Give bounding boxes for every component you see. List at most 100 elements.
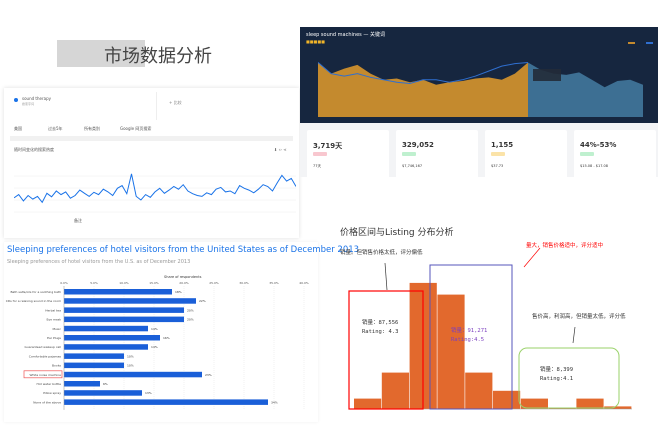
card-tag bbox=[402, 152, 416, 156]
category-label: Music bbox=[52, 327, 61, 331]
section-title: 随时间变化的搜索热度 bbox=[14, 147, 54, 152]
filter-category[interactable]: 所有类别 bbox=[84, 126, 100, 131]
google-trends-panel: sound therapy 搜索字词 + 比较 美国 过去5年 所有类别 Goo… bbox=[4, 88, 299, 238]
bar bbox=[64, 335, 160, 341]
tick-label: 10.0% bbox=[119, 281, 129, 285]
data-label: 13% bbox=[145, 391, 152, 395]
stat-card: 3,719天 77天 bbox=[307, 130, 389, 180]
filter-search-type[interactable]: Google 网页搜索 bbox=[120, 126, 152, 131]
category-label: Eye mask bbox=[46, 318, 61, 322]
filter-time[interactable]: 过去5年 bbox=[48, 126, 63, 131]
card-bottom: $7,746,167 bbox=[402, 164, 423, 168]
tick-label: 40.0% bbox=[299, 281, 309, 285]
highlight-box-right bbox=[518, 347, 620, 409]
histogram-bar bbox=[520, 398, 548, 409]
bar bbox=[64, 344, 148, 350]
bar bbox=[64, 353, 124, 359]
stat-card: 44%-53% $15.08 - $17.08 bbox=[574, 130, 656, 180]
category-label: White noise machine bbox=[29, 373, 61, 377]
bar bbox=[64, 325, 148, 332]
series-dot-icon bbox=[14, 98, 18, 102]
category-label: Guaranteed wakeup call bbox=[25, 345, 62, 349]
card-bottom: $15.08 - $17.08 bbox=[580, 164, 608, 168]
histogram-chart bbox=[348, 247, 632, 410]
data-label: 18% bbox=[175, 290, 182, 294]
data-label: 22% bbox=[199, 299, 206, 303]
slide-title: 市场数据分析 bbox=[104, 46, 212, 67]
note-right: 售价高，利润高，但销量太低，评分低 bbox=[532, 314, 626, 320]
legend-blue bbox=[646, 42, 653, 44]
card-bottom: $37.73 bbox=[491, 164, 504, 168]
highlight-box-mid bbox=[429, 264, 513, 410]
area-left bbox=[318, 62, 528, 117]
histogram-bar bbox=[381, 372, 409, 409]
data-label: 34% bbox=[271, 400, 278, 404]
dashboard-area-chart bbox=[318, 61, 643, 117]
tick-label: 30.0% bbox=[239, 281, 249, 285]
hist-title: 价格区间与Listing 分布分析 bbox=[340, 228, 454, 238]
card-value: 1,155 bbox=[491, 141, 514, 149]
data-label: 10% bbox=[127, 354, 134, 358]
divider bbox=[156, 92, 157, 120]
category-label: None of the above bbox=[33, 400, 61, 404]
histogram-bar bbox=[437, 294, 465, 409]
tick-label: 5.0% bbox=[90, 281, 98, 285]
data-label: 20% bbox=[187, 308, 194, 312]
bar bbox=[64, 316, 184, 323]
search-term[interactable]: sound therapy bbox=[22, 96, 51, 101]
card-value: 3,719天 bbox=[313, 142, 343, 150]
note-left: 销量。但销售价格太低，评分偏低 bbox=[340, 250, 423, 256]
card-tag bbox=[580, 152, 594, 156]
histogram-bar bbox=[354, 398, 382, 409]
data-label: 14% bbox=[151, 345, 158, 349]
category-label: Herbal tea bbox=[45, 308, 61, 312]
chart-subtitle: Sleeping preferences of hotel visitors f… bbox=[7, 259, 191, 265]
box-right-text: 销量：8,399 Rating:4.1 bbox=[540, 367, 574, 382]
highlight-box bbox=[23, 370, 63, 379]
histogram-bar bbox=[604, 406, 632, 409]
histogram-bar bbox=[465, 372, 493, 409]
hbar-chart: 0.0% 5.0% 10.0% 15.0% 20.0% 25.0% 30.0% 35.0% 40… bbox=[6, 281, 309, 410]
bar bbox=[64, 289, 172, 295]
category-label: Bath salts/oils for a soothing bath bbox=[10, 290, 61, 294]
dashboard-chart-area: sleep sound machines — 关键词 ■■■■■ bbox=[300, 27, 658, 123]
tick-label: 15.0% bbox=[149, 281, 159, 285]
category-label: Ear Plugs bbox=[47, 336, 61, 340]
tick-label: 20.0% bbox=[179, 281, 189, 285]
data-label: 20% bbox=[187, 318, 194, 322]
compare-button[interactable]: + 比较 bbox=[169, 100, 182, 105]
rating-stars: ■■■■■ bbox=[306, 39, 325, 44]
stat-card: 1,155 $37.73 bbox=[485, 130, 567, 180]
bar bbox=[64, 371, 202, 378]
category-label: Comfortable pajamas bbox=[29, 354, 62, 358]
card-bottom: 77天 bbox=[313, 164, 321, 168]
bar bbox=[64, 307, 184, 313]
x-axis-label: Share of respondents bbox=[164, 275, 202, 279]
highlight-box-left bbox=[348, 290, 424, 410]
bar bbox=[64, 381, 100, 387]
category-label: Hot water bottle bbox=[37, 382, 62, 386]
box-left-text: 销量：87,556 Rating: 4.3 bbox=[362, 320, 399, 335]
tick-label: 25.0% bbox=[209, 281, 219, 285]
data-label: 14% bbox=[151, 327, 158, 331]
histogram-bar bbox=[493, 390, 521, 409]
data-label: 16% bbox=[163, 336, 170, 340]
bar bbox=[64, 298, 196, 304]
price-histogram-panel: 价格区间与Listing 分布分析 销量。但销售价格太低，评分偏低 量大，销售价… bbox=[330, 215, 658, 430]
tooltip bbox=[533, 69, 561, 81]
tick-label: 0.0% bbox=[60, 281, 68, 285]
legend-orange bbox=[628, 42, 635, 44]
histogram-bar bbox=[576, 398, 604, 409]
data-label: 23% bbox=[205, 373, 212, 377]
bar bbox=[64, 362, 124, 369]
statista-chart-panel: Sleeping preferences of hotel visitors f… bbox=[4, 242, 359, 422]
note-label: 备注 bbox=[74, 218, 82, 223]
trend-line bbox=[318, 61, 529, 85]
term-subtitle: 搜索字词 bbox=[22, 102, 35, 106]
download-share-icons[interactable]: ⬇ ‹› ⋖ bbox=[274, 147, 287, 152]
card-tag bbox=[491, 152, 505, 156]
divider bbox=[10, 136, 293, 141]
histogram-bar bbox=[548, 408, 576, 409]
filter-region[interactable]: 美国 bbox=[14, 126, 22, 131]
stat-card: 329,052 $7,746,167 bbox=[396, 130, 478, 180]
